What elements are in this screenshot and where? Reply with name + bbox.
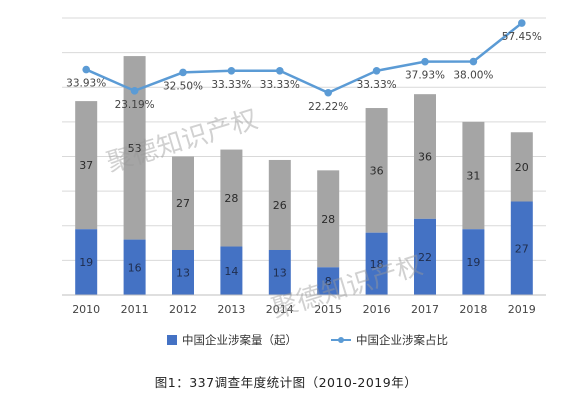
- bar-segment-involved-2011: [123, 239, 146, 295]
- bar-segment-other-2015: [317, 170, 340, 268]
- ratio-point-2018: [469, 57, 478, 66]
- bar-value-label: 18: [370, 258, 384, 271]
- bar-segment-other-2014: [268, 159, 291, 250]
- bar-value-label: 26: [273, 199, 287, 212]
- bar-segment-involved-2017: [414, 218, 436, 295]
- ratio-point-2010: [82, 65, 90, 74]
- legend-swatch-dot: [338, 337, 344, 343]
- x-tick-label: 2011: [121, 303, 149, 316]
- ratio-point-2015: [324, 88, 333, 97]
- bar-segment-other-2016: [365, 108, 388, 233]
- bar-value-label: 27: [515, 242, 529, 255]
- bar-value-label: 53: [128, 142, 142, 155]
- bar-value-label: 36: [370, 164, 384, 177]
- ratio-point-2017: [421, 57, 429, 66]
- x-tick-label: 2010: [72, 303, 100, 316]
- ratio-value-label: 37.93%: [405, 70, 445, 82]
- watermark-text: 聚德知识产权: [268, 250, 426, 324]
- bar-segment-involved-2014: [268, 249, 291, 295]
- bar-segment-other-2019: [510, 132, 533, 202]
- bar-segment-other-2013: [220, 149, 243, 247]
- bar-value-label: 20: [515, 161, 529, 174]
- ratio-point-2011: [130, 87, 139, 95]
- legend-label-line: 中国企业涉案占比: [356, 333, 448, 347]
- x-tick-label: 2016: [363, 303, 391, 316]
- ratio-value-label: 22.22%: [308, 101, 348, 113]
- x-axis: 2010 2011 2012 2013 2014 2015 2016 2017 2018 2019: [62, 294, 546, 316]
- data-labels: 19 37 16 53 13 27 14 28 13 26 8 28 18 36 22 36 19 31 27 20 3…: [66, 31, 542, 288]
- bar-segment-other-2010: [75, 101, 98, 230]
- bar-value-label: 22: [418, 251, 432, 264]
- bar-value-label: 14: [224, 265, 238, 278]
- x-tick-label: 2015: [314, 303, 342, 316]
- ratio-polyline: [85, 22, 523, 95]
- bar-segment-other-2017: [414, 94, 436, 219]
- x-tick-label: 2013: [217, 303, 245, 316]
- bar-segment-involved-2018: [462, 229, 485, 295]
- bar-value-label: 28: [224, 192, 238, 205]
- bar-value-label: 19: [79, 256, 93, 269]
- ratio-value-label: 23.19%: [115, 99, 155, 111]
- x-tick-label: 2019: [508, 303, 536, 316]
- bars: [75, 56, 533, 295]
- bar-value-label: 16: [128, 261, 142, 274]
- bar-segment-involved-2019: [510, 201, 533, 295]
- bar-value-label: 13: [273, 266, 287, 279]
- bar-value-label: 27: [176, 197, 190, 210]
- x-tick-label: 2012: [169, 303, 197, 316]
- ratio-point-2012: [179, 68, 187, 77]
- ratio-point-2016: [372, 66, 381, 75]
- bar-value-label: 13: [176, 266, 190, 279]
- ratio-point-2014: [276, 66, 284, 75]
- legend-swatch-bar: [167, 335, 177, 345]
- bar-value-label: 36: [418, 151, 432, 164]
- bar-segment-involved-2012: [172, 249, 194, 295]
- legend: 中国企业涉案量（起） 中国企业涉案占比: [167, 333, 448, 347]
- ratio-point-2019: [518, 19, 526, 27]
- bar-value-label: 37: [79, 159, 93, 172]
- bar-value-label: 31: [466, 170, 480, 183]
- bar-segment-involved-2016: [365, 232, 388, 295]
- ratio-value-label: 33.33%: [260, 79, 300, 91]
- ratio-value-label: 32.50%: [163, 80, 203, 92]
- bar-segment-involved-2013: [220, 246, 243, 295]
- bar-value-label: 19: [466, 256, 480, 269]
- bar-segment-other-2012: [172, 156, 194, 250]
- x-tick-label: 2018: [459, 303, 487, 316]
- bar-value-label: 8: [325, 275, 332, 288]
- x-tick-label: 2014: [266, 303, 294, 316]
- ratio-value-label: 57.45%: [502, 31, 542, 43]
- bar-segment-involved-2010: [75, 229, 98, 295]
- ratio-value-label: 33.33%: [357, 79, 397, 91]
- ratio-value-label: 33.93%: [66, 78, 106, 90]
- ratio-point-2013: [227, 66, 236, 75]
- bar-segment-other-2011: [123, 56, 146, 240]
- ratio-line: [82, 19, 526, 97]
- ratio-value-label: 33.33%: [211, 79, 251, 91]
- x-tick-label: 2017: [411, 303, 439, 316]
- figure-caption: 图1：337调查年度统计图（2010-2019年）: [154, 375, 418, 390]
- legend-label-bar: 中国企业涉案量（起）: [182, 333, 297, 347]
- bar-value-label: 28: [321, 213, 335, 226]
- bar-segment-involved-2015: [317, 267, 340, 295]
- bar-segment-other-2018: [462, 121, 485, 230]
- ratio-value-label: 38.00%: [453, 70, 493, 82]
